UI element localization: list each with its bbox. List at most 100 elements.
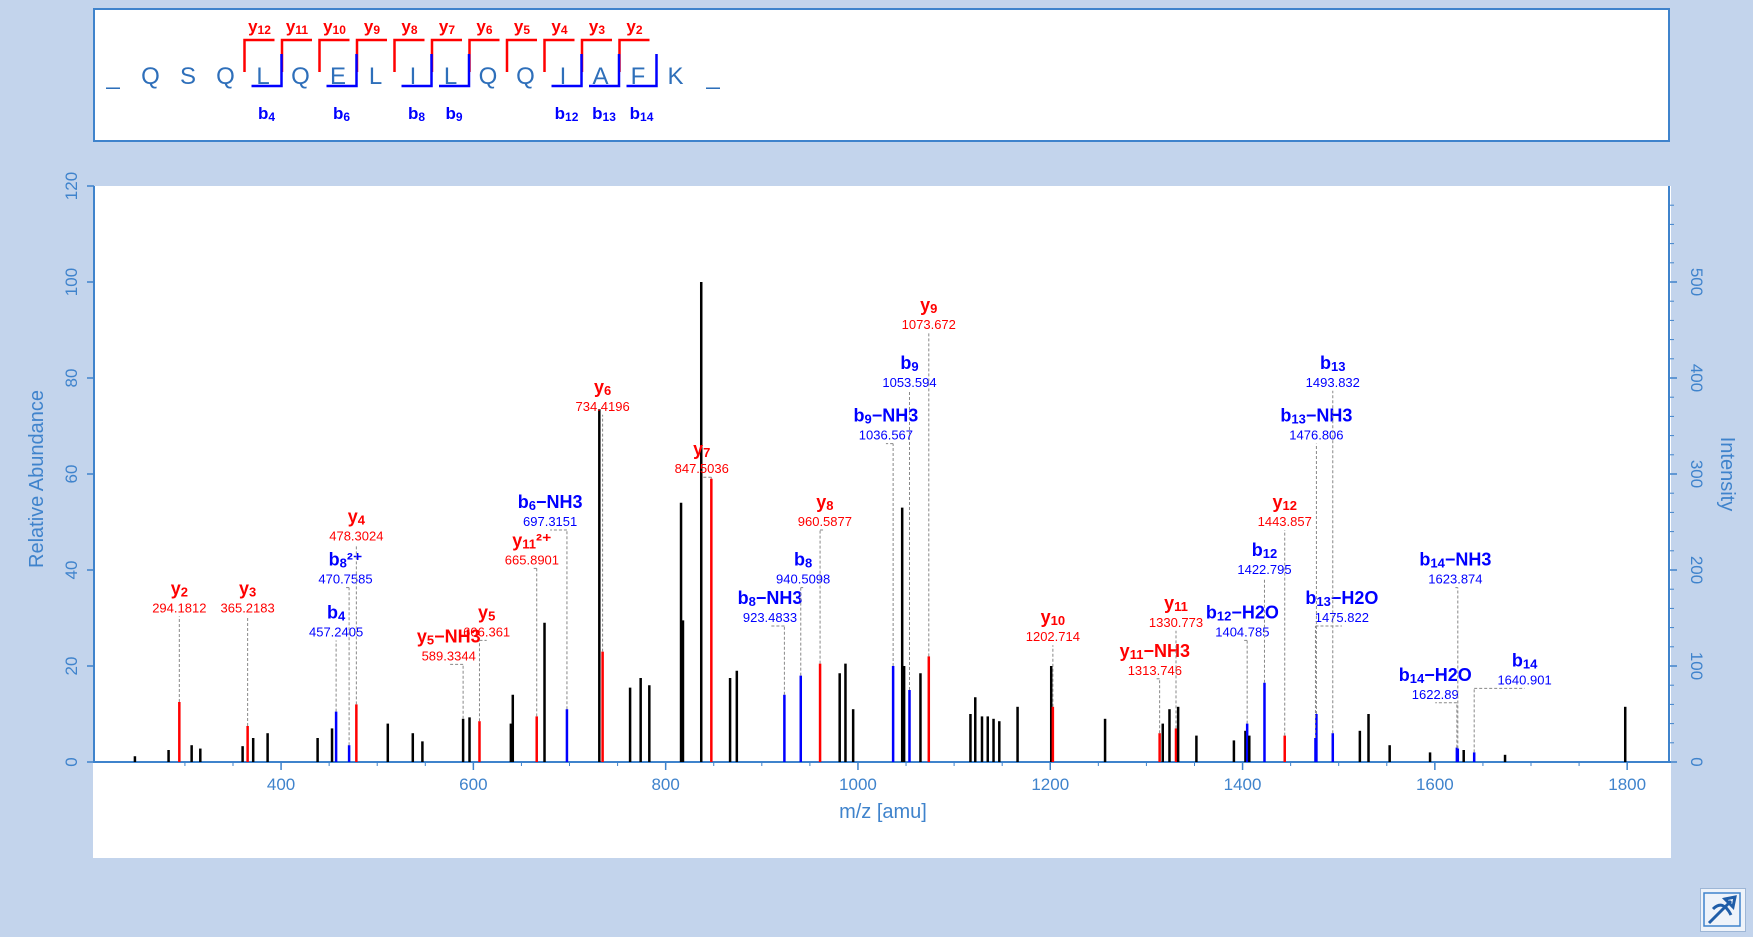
ion-label: y10 <box>1041 607 1065 628</box>
y-ion-bracket <box>318 38 350 72</box>
b-ion-bracket <box>626 54 658 88</box>
y-tick-label: 60 <box>62 465 81 484</box>
residue-14: F <box>631 63 646 90</box>
y-ion-label: y4 <box>551 17 567 37</box>
y2-tick-label: 100 <box>1687 652 1706 680</box>
mz-label: 1493.832 <box>1306 375 1360 390</box>
x-tick-label: 1000 <box>839 775 877 794</box>
ion-label: b4 <box>327 602 346 623</box>
ion-label: b8²⁺ <box>329 550 363 571</box>
x-tick-label: 1200 <box>1031 775 1069 794</box>
mz-label: 457.2405 <box>309 624 363 639</box>
annotation-tool-icon[interactable] <box>1700 888 1746 932</box>
y-ion-label: y11 <box>286 17 308 37</box>
b-ion-label: b12 <box>555 104 579 124</box>
y-ion-label: y6 <box>476 17 492 37</box>
mz-label: 923.4833 <box>743 610 797 625</box>
mz-label: 478.3024 <box>329 528 383 543</box>
ion-label: b14 <box>1512 650 1538 671</box>
y-tick-label: 20 <box>62 657 81 676</box>
ion-label: y11²⁺ <box>512 530 551 551</box>
mz-label: 1623.874 <box>1428 572 1482 587</box>
mz-label: 1475.822 <box>1315 610 1369 625</box>
residue-11: Q <box>516 63 535 90</box>
y-ion-label: y3 <box>589 17 605 37</box>
x-axis-label: m/z [amu] <box>839 801 927 823</box>
mz-label: 1622.89 <box>1412 687 1459 702</box>
b-ion-bracket <box>589 54 621 88</box>
mz-label: 697.3151 <box>523 514 577 529</box>
mz-label: 589.3344 <box>422 648 476 663</box>
mz-label: 847.5036 <box>675 461 729 476</box>
b-ion-label: b4 <box>258 104 275 124</box>
y-ion-label: y9 <box>364 17 380 37</box>
y-axis-label: Relative Abundance <box>26 390 48 568</box>
mz-label: 1640.901 <box>1497 672 1551 687</box>
ion-label: y9 <box>920 295 937 316</box>
y-ion-label: y7 <box>439 17 455 37</box>
y-tick-label: 0 <box>62 757 81 766</box>
y-ion-bracket <box>543 38 575 72</box>
b-ion-bracket <box>551 54 583 88</box>
mz-label: 1073.672 <box>902 317 956 332</box>
mz-label: 606.361 <box>463 624 510 639</box>
b-ion-label: b6 <box>333 104 350 124</box>
y-ion-bracket <box>505 38 537 72</box>
b-ion-bracket <box>251 54 283 88</box>
ion-label: b6−NH3 <box>518 492 583 513</box>
ion-label: b12 <box>1252 540 1277 561</box>
ion-label: y5−NH3 <box>417 626 481 647</box>
b-ion-bracket <box>401 54 433 88</box>
fragment-map: _ Q S Q L Q E L I L Q Q I A F K _y12 y11 y10 y9 y8 y7 y6 y5 y4 y3… <box>105 17 720 124</box>
y-ion-bracket <box>243 38 275 72</box>
b-ion-bracket <box>439 54 471 88</box>
y-ion-label: y10 <box>323 17 346 37</box>
b-ion-label: b13 <box>592 104 616 124</box>
ion-label: b9 <box>900 353 918 374</box>
mz-label: 1476.806 <box>1289 428 1343 443</box>
mz-label: 1202.714 <box>1026 629 1080 644</box>
residue-7: L <box>369 63 382 90</box>
ion-label: y11 <box>1164 593 1188 614</box>
ion-label: y7 <box>693 439 710 460</box>
y-tick-label: 120 <box>62 172 81 200</box>
x-tick-label: 1400 <box>1224 775 1262 794</box>
residue-1: Q <box>141 63 160 90</box>
x-tick-label: 1600 <box>1416 775 1454 794</box>
mz-label: 1404.785 <box>1215 624 1269 639</box>
mz-label: 960.5877 <box>798 514 852 529</box>
residue-10: Q <box>479 63 498 90</box>
y-tick-label: 100 <box>62 268 81 296</box>
x-tick-label: 800 <box>651 775 679 794</box>
ion-label: y5 <box>478 602 495 623</box>
y2-tick-label: 300 <box>1687 460 1706 488</box>
mz-label: 1053.594 <box>882 375 936 390</box>
mz-label: 1422.795 <box>1237 562 1291 577</box>
mz-label: 940.5098 <box>776 572 830 587</box>
b-ion-bracket <box>326 54 358 88</box>
mz-label: 1330.773 <box>1149 615 1203 630</box>
peptide-sequence-panel: _ Q S Q L Q E L I L Q Q I A F K _ y12 y11 y10 y9 y8 y7 y6 y5 y4 y3… <box>93 8 1670 142</box>
b-ion-label: b8 <box>408 104 425 124</box>
residue-4: L <box>256 63 269 90</box>
y2-axis-label: Intensity <box>1716 437 1738 511</box>
residue-2: S <box>180 63 196 90</box>
y2-tick-label: 0 <box>1687 757 1706 766</box>
mz-label: 1313.746 <box>1128 663 1182 678</box>
residue-15: K <box>667 63 683 90</box>
ion-label: y2 <box>171 578 188 599</box>
y2-tick-label: 500 <box>1687 268 1706 296</box>
residue-12: I <box>560 63 567 90</box>
residue-16: _ <box>705 63 720 90</box>
y-ion-label: y2 <box>626 17 642 37</box>
ion-label: y6 <box>594 377 611 398</box>
residue-13: A <box>592 63 608 90</box>
residue-9: L <box>444 63 457 90</box>
b-ion-label: b9 <box>445 104 462 124</box>
x-tick-label: 600 <box>459 775 487 794</box>
residue-6: E <box>330 63 346 90</box>
ion-label: b13−NH3 <box>1280 406 1352 427</box>
ion-label: y3 <box>239 578 256 599</box>
y-ion-label: y8 <box>401 17 417 37</box>
residue-3: Q <box>216 63 235 90</box>
